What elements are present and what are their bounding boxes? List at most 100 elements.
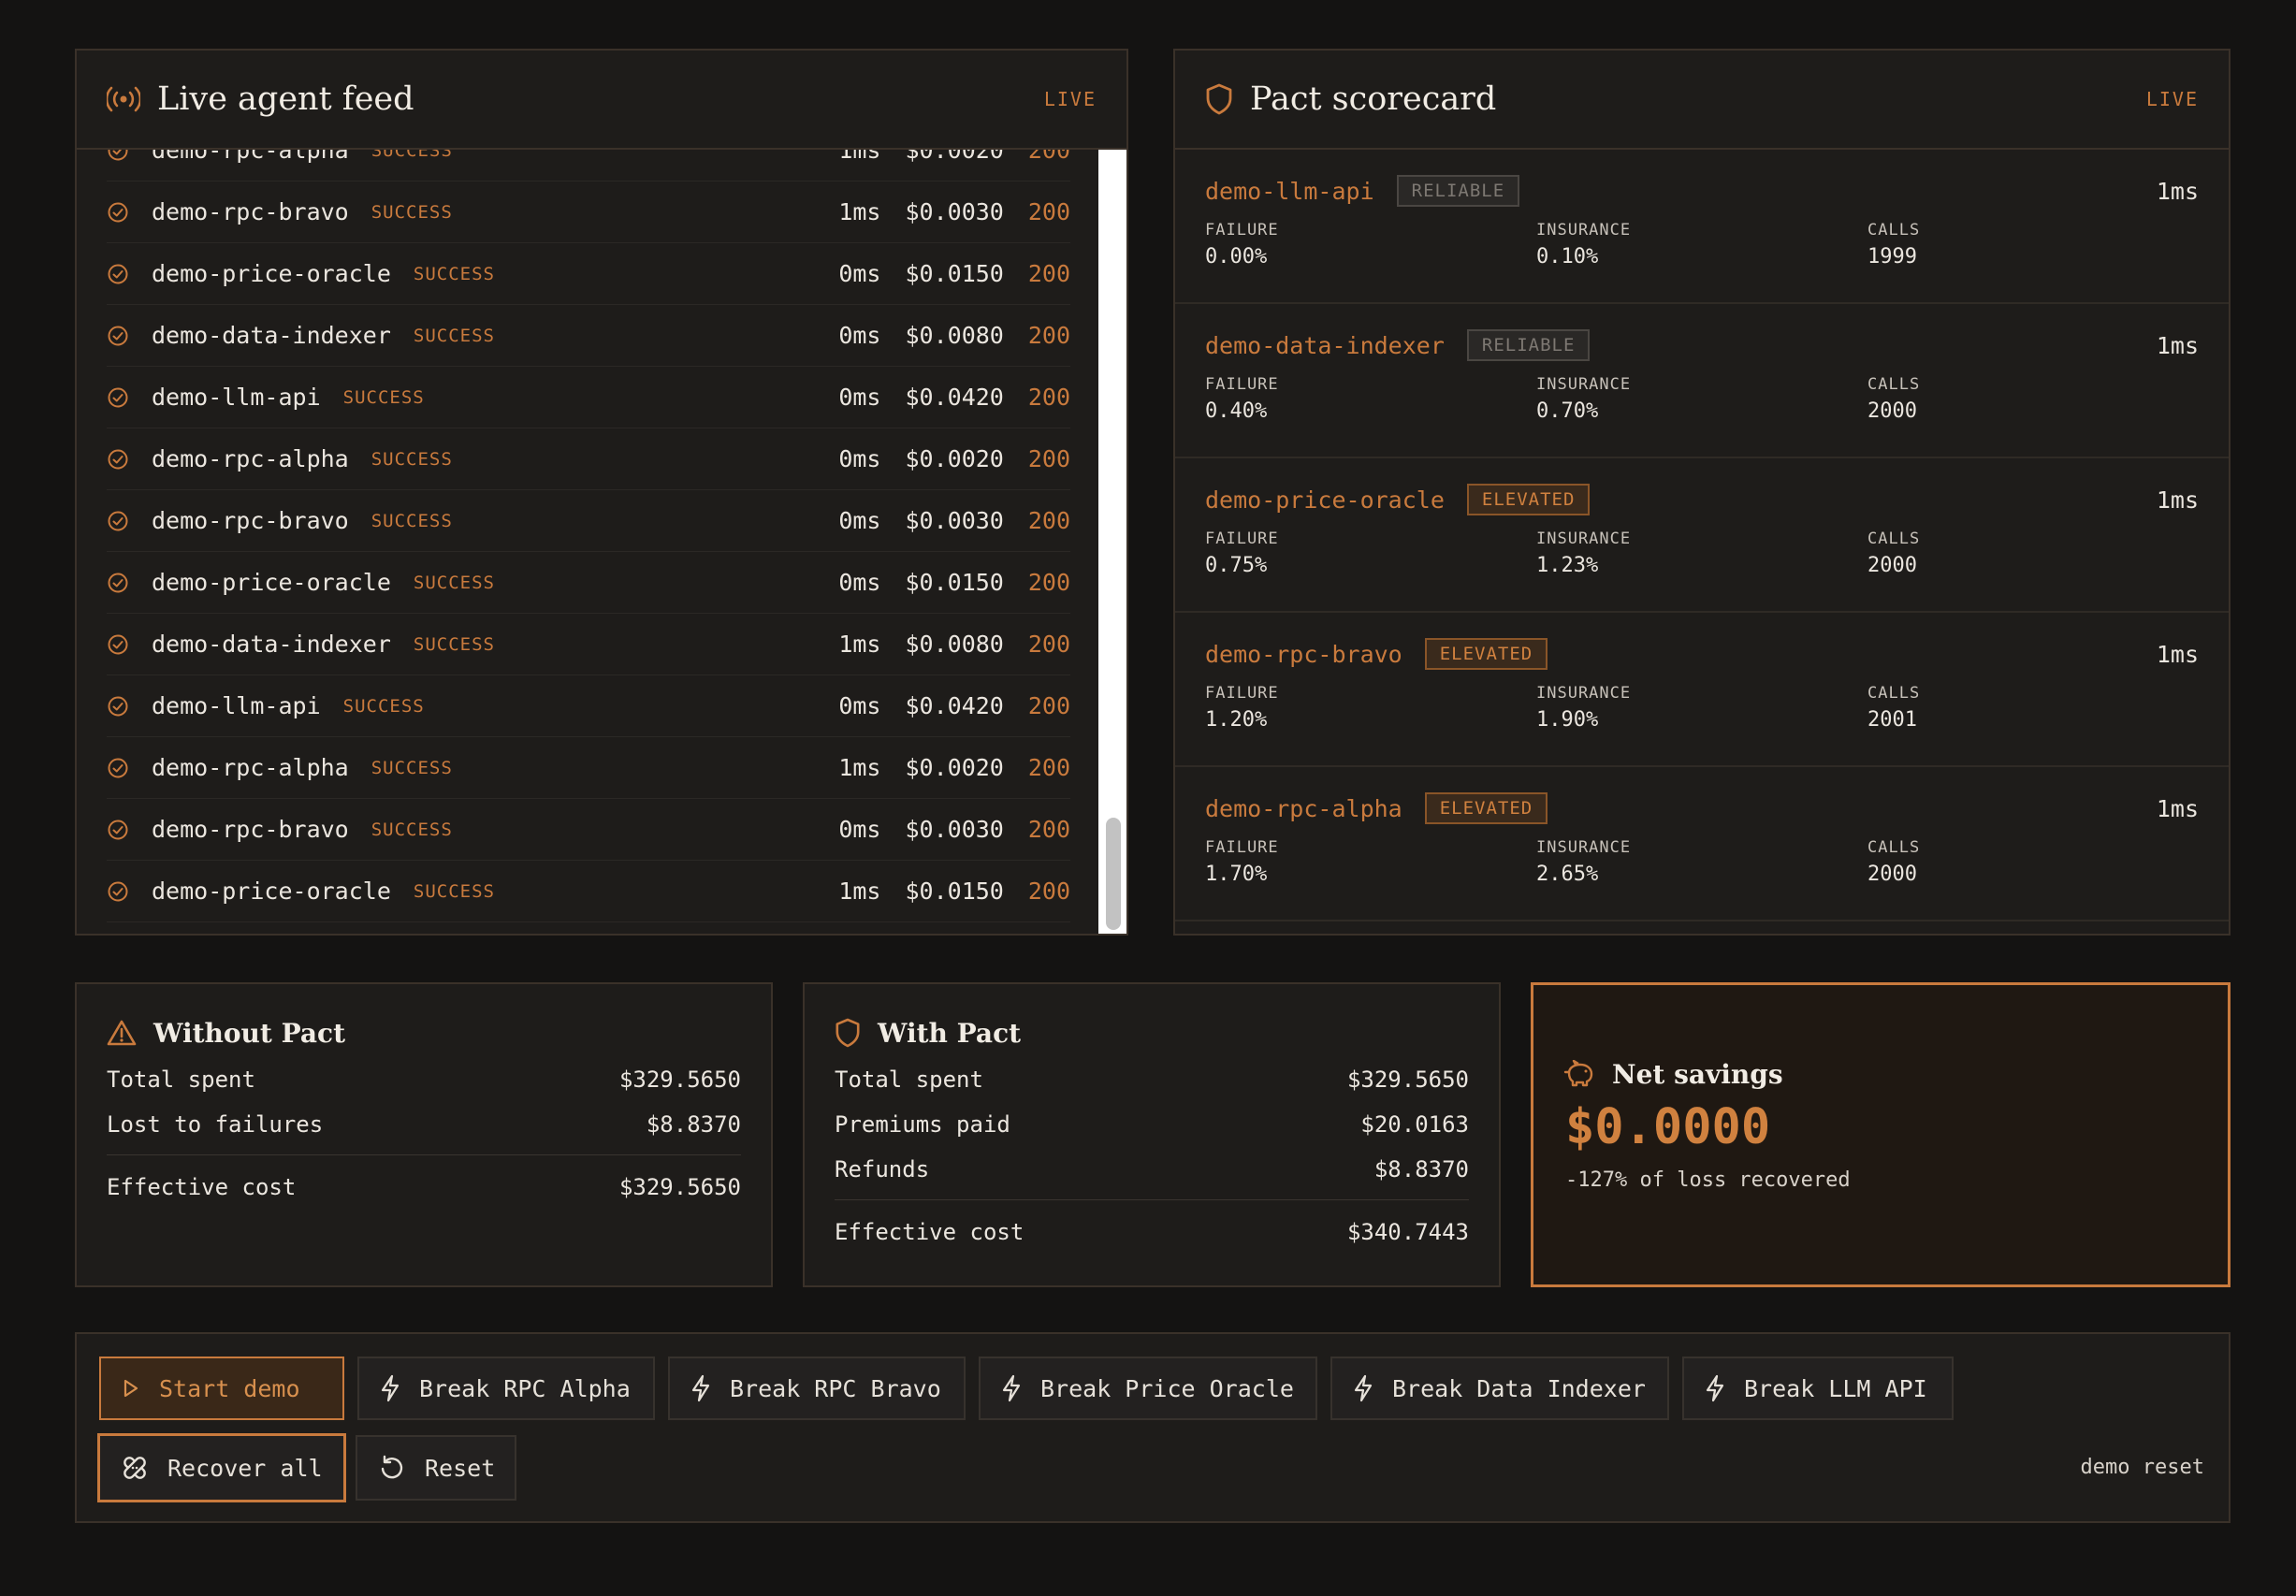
break-rpc-alpha-button[interactable]: Break RPC Alpha [357,1357,655,1420]
without-pact-title: Without Pact [153,1017,346,1049]
break-llm-api-button[interactable]: Break LLM API [1682,1357,1954,1420]
net-savings-subtitle: -127% of loss recovered [1565,1168,1851,1192]
reset-button[interactable]: Reset [356,1435,516,1501]
scorecard-latency: 1ms [2156,794,2199,822]
break-price-oracle-button[interactable]: Break Price Oracle [979,1357,1317,1420]
feed-list[interactable]: demo-rpc-alpha SUCCESS 1ms $0.0020 200 demo-r… [77,150,1126,934]
premiums-paid-value: $20.0163 [1360,1111,1469,1138]
feed-status-code: 200 [1027,816,1070,843]
feed-status-code: 200 [1027,569,1070,596]
feed-row: demo-price-oracle SUCCESS 0ms $0.0150 200 [107,552,1070,614]
live-agent-feed-panel: Live agent feed LIVE demo-rpc-alpha SUCCE… [75,49,1128,936]
scorecard-latency: 1ms [2156,331,2199,359]
scorecard-service-name: demo-llm-api [1205,177,1374,205]
feed-latency: 0ms [838,692,881,719]
insurance-label: INSURANCE [1536,684,1632,703]
lightning-icon [1354,1374,1373,1402]
feed-status-code: 200 [1027,322,1070,349]
feed-service-name: demo-llm-api [152,692,321,719]
feed-status: SUCCESS [342,695,425,717]
calls-value: 2000 [1867,554,1917,577]
feed-status: SUCCESS [413,880,495,902]
feed-status: SUCCESS [371,448,453,470]
calls-label: CALLS [1867,530,1921,548]
feed-status: SUCCESS [371,150,453,161]
feed-status-code: 200 [1027,692,1070,719]
without-total-spent-value: $329.5650 [618,1066,741,1093]
warning-icon [107,1020,137,1046]
feed-latency: 1ms [838,631,881,658]
break-data-indexer-button[interactable]: Break Data Indexer [1330,1357,1669,1420]
feed-cost: $0.0150 [905,878,1004,905]
feed-cost: $0.0150 [905,569,1004,596]
feed-cost: $0.0150 [905,260,1004,287]
start-demo-button[interactable]: Start demo [99,1357,344,1420]
feed-cost: $0.0080 [905,631,1004,658]
reliability-badge: RELIABLE [1396,175,1520,207]
feed-status-code: 200 [1027,198,1070,225]
feed-row: demo-rpc-bravo SUCCESS 0ms $0.0030 200 [107,799,1070,861]
break-llm-api-label: Break LLM API [1744,1374,1927,1402]
feed-status-code: 200 [1027,260,1070,287]
check-circle-icon [108,511,128,530]
feed-header: Live agent feed LIVE [77,51,1126,150]
play-icon [124,1379,138,1398]
feed-latency: 1ms [838,878,881,905]
insurance-label: INSURANCE [1536,838,1632,857]
feed-service-name: demo-price-oracle [152,878,391,905]
lost-to-failures-value: $8.8370 [646,1111,741,1138]
feed-service-name: demo-data-indexer [152,322,391,349]
with-pact-card: With Pact Total spent $329.5650 Premiums… [803,982,1501,1287]
net-savings-amount: $0.0000 [1565,1099,1771,1155]
feed-live-label: LIVE [1043,88,1097,110]
feed-status: SUCCESS [413,572,495,593]
feed-cost: $0.0420 [905,384,1004,411]
feed-cost: $0.0020 [905,150,1004,164]
feed-scrollbar[interactable] [1098,150,1126,934]
feed-status-code: 200 [1027,754,1070,781]
failure-label: FAILURE [1205,530,1279,548]
feed-row: demo-llm-api SUCCESS 0ms $0.0420 200 [107,675,1070,737]
calls-label: CALLS [1867,684,1921,703]
insurance-value: 0.10% [1536,245,1599,268]
feed-service-name: demo-rpc-bravo [152,816,349,843]
without-effective-cost-label: Effective cost [107,1174,297,1200]
feed-cost: $0.0030 [905,507,1004,534]
lightning-icon [691,1374,710,1402]
start-demo-label: Start demo [159,1374,300,1402]
lightning-icon [1002,1374,1021,1402]
feed-service-name: demo-rpc-bravo [152,507,349,534]
check-circle-icon [108,150,128,160]
feed-cost: $0.0030 [905,816,1004,843]
scorecard-item: demo-price-oracle ELEVATED 1ms FAILURE 0.75%… [1175,458,2229,613]
feed-status-code: 200 [1027,631,1070,658]
recover-all-button[interactable]: Recover all [97,1433,346,1502]
feed-status-code: 200 [1027,878,1070,905]
scorecard-service-name: demo-data-indexer [1205,331,1445,359]
scorecard-item: demo-rpc-bravo ELEVATED 1ms FAILURE 1.20% INS… [1175,613,2229,767]
lightning-icon [1706,1374,1724,1402]
scorecard-service-name: demo-rpc-bravo [1205,640,1402,668]
feed-scrollbar-thumb[interactable] [1106,818,1121,930]
break-price-oracle-label: Break Price Oracle [1040,1374,1294,1402]
scorecard-service-name: demo-rpc-alpha [1205,794,1402,822]
feed-row: demo-rpc-bravo SUCCESS 0ms $0.0030 200 [107,490,1070,552]
feed-service-name: demo-price-oracle [152,260,391,287]
calls-label: CALLS [1867,838,1921,857]
with-effective-cost-value: $340.7443 [1346,1219,1469,1245]
check-circle-icon [108,573,128,592]
piggy-bank-icon [1563,1060,1593,1087]
calls-value: 1999 [1867,245,1917,268]
break-rpc-bravo-label: Break RPC Bravo [730,1374,941,1402]
feed-row: demo-data-indexer SUCCESS 1ms $0.0080 200 [107,614,1070,675]
demo-reset-status: demo reset [2080,1456,2204,1479]
refresh-icon [381,1455,403,1479]
feed-service-name: demo-rpc-alpha [152,754,349,781]
feed-status: SUCCESS [413,325,495,346]
feed-status-code: 200 [1027,445,1070,472]
scorecard-latency: 1ms [2156,177,2199,205]
feed-row: demo-rpc-alpha SUCCESS 1ms $0.0020 200 [107,150,1070,181]
failure-value: 1.20% [1205,708,1268,732]
with-effective-cost-label: Effective cost [835,1219,1024,1245]
break-rpc-bravo-button[interactable]: Break RPC Bravo [668,1357,966,1420]
